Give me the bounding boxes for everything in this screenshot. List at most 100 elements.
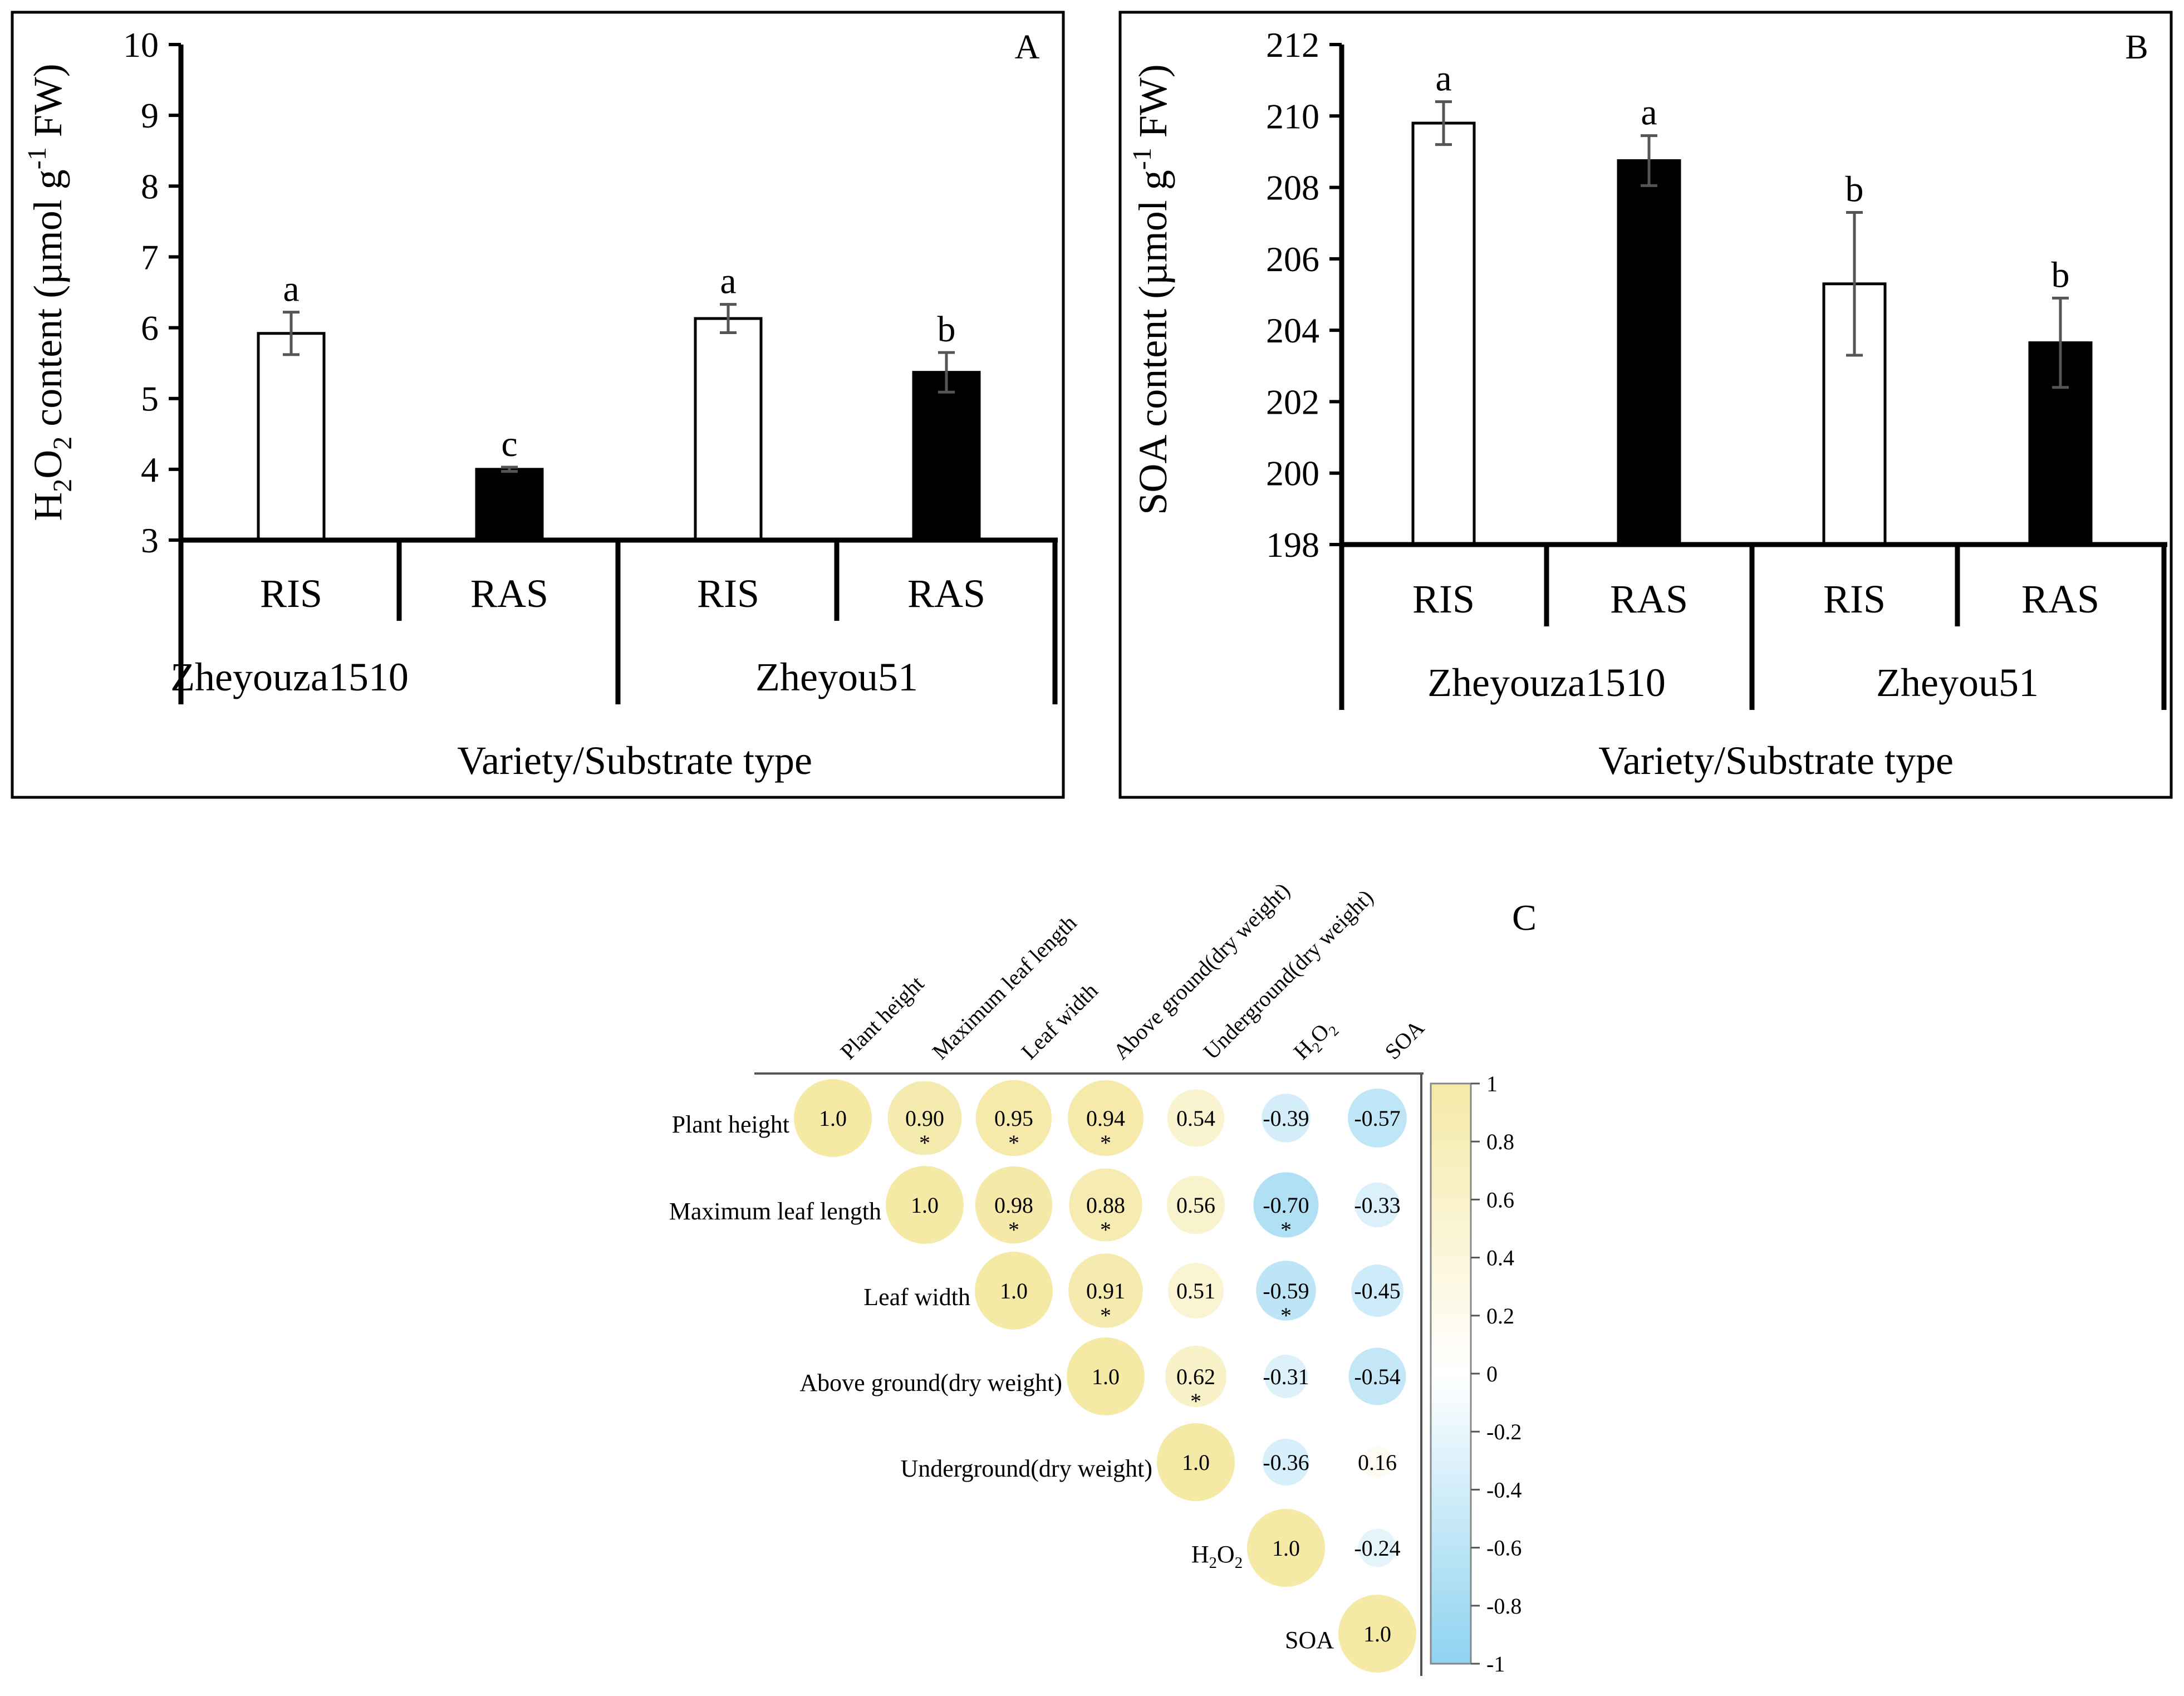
y-tick-label: 4 [141,450,159,489]
panel-b-y-title: SOA content (µmol g-1 FW) [1127,64,1175,514]
y-tick-label: 9 [141,96,159,135]
panel-a-letter: A [1015,28,1040,66]
panel-c-colorbar [1430,1082,1472,1665]
column-label: Above ground(dry weight) [1108,878,1295,1064]
significance-letter: b [1846,169,1864,209]
panel-a-y-ticks: 3 4 5 6 7 8 9 10 [123,25,181,560]
correlation-value: -0.31 [1263,1364,1309,1389]
correlation-circle [887,1081,962,1155]
correlation-circle [1338,1595,1416,1673]
significance-letter: a [1435,58,1451,99]
colorbar-tick-label: -0.4 [1486,1477,1522,1502]
y-tick-label: 10 [123,25,159,65]
correlation-value: -0.57 [1354,1106,1400,1131]
correlation-value: -0.45 [1354,1278,1400,1303]
y-tick-label: 210 [1266,96,1319,136]
bar [912,371,981,542]
correlation-circle [1256,1261,1316,1321]
y-tick-label: 5 [141,379,159,419]
colorbar-tick-label: 0.8 [1486,1129,1514,1154]
bar [475,468,544,542]
panel-a-categories: RIS RAS RIS RAS [260,571,985,616]
y-tick-label: 6 [141,308,159,348]
significance-letter: b [938,309,956,350]
colorbar-tick-label: 0.6 [1486,1187,1514,1212]
correlation-value: 0.98 [994,1193,1033,1218]
correlation-circle [975,1080,1052,1156]
colorbar-tick-label: -0.2 [1486,1419,1522,1444]
correlation-circle [1069,1168,1142,1242]
category-label: RIS [697,571,759,616]
panel-c-cells: 1.0 0.90*0.95*0.94*0.54 -0.39 -0.571.0 0.98*… [794,1079,1416,1673]
y-tick-label: 7 [141,237,159,277]
category-label: RAS [1610,577,1688,621]
panel-b-y-ticks: 198 200 202 204 206 208 210 212 [1266,25,1342,565]
row-label: SOA [1285,1626,1334,1654]
significance-letter: a [283,269,299,310]
colorbar-tick-label: 1 [1486,1071,1498,1096]
correlation-circle [1351,1264,1403,1317]
significance-star: * [1100,1217,1111,1242]
column-label: Leaf width [1017,978,1103,1064]
panel-b-bars: a a b b [1411,58,2093,546]
correlation-value: 0.90 [905,1106,944,1131]
colorbar-tick-label: 0.2 [1486,1303,1514,1329]
correlation-value: 1.0 [1363,1621,1391,1646]
correlation-value: 1.0 [1092,1364,1120,1389]
correlation-value: 1.0 [911,1193,939,1218]
panel-c: C 1.0 0.90*0.95*0.94*0.54 -0.39 -0.571.0 0.9… [669,878,1537,1677]
correlation-value: 1.0 [1182,1450,1210,1475]
panel-c-colorbar-ticks: 1 0.8 0.6 0.4 0.2 0 -0.2 -0.4 -0.6 -0.8 -1 [1471,1071,1522,1677]
correlation-circle [1166,1175,1225,1234]
bar [257,332,326,542]
y-tick-label: 202 [1266,382,1319,421]
panel-b-x-title: Variety/Substrate type [1598,738,1954,783]
panel-c-letter: C [1512,898,1537,938]
correlation-value: 1.0 [1000,1278,1028,1303]
correlation-value: 0.56 [1176,1193,1215,1218]
correlation-value: 0.94 [1086,1106,1125,1131]
bar [1411,121,1476,546]
correlation-circle [975,1252,1053,1330]
colorbar-tick-label: 0 [1486,1361,1498,1386]
panel-a-y-title: H2O2 content (µmol g-1 FW) [22,63,77,521]
row-label: Plant height [672,1111,789,1138]
correlation-circle [1157,1423,1235,1501]
correlation-circle [1067,1337,1145,1415]
colorbar-tick-label: -0.8 [1486,1594,1522,1619]
panel-b-letter: B [2125,28,2148,66]
correlation-value: 1.0 [1272,1536,1300,1561]
correlation-circle [1348,1089,1407,1148]
colorbar-tick-label: -1 [1486,1651,1505,1677]
colorbar-tick-label: 0.4 [1486,1246,1514,1271]
significance-letter: b [2052,254,2070,295]
correlation-value: 0.95 [994,1106,1033,1131]
significance-letter: a [1641,92,1657,133]
category-label: RIS [1823,577,1886,621]
correlation-circle [1348,1347,1406,1405]
category-label: RAS [2021,577,2099,621]
correlation-value: 0.51 [1176,1278,1215,1303]
y-tick-label: 198 [1266,525,1319,565]
correlation-value: 0.91 [1086,1278,1125,1303]
correlation-circle [1068,1253,1143,1328]
panel-a-group-label: Zheyou51 [755,655,918,699]
correlation-circle [1167,1089,1225,1147]
significance-star: * [1100,1303,1111,1328]
category-label: RAS [470,571,548,616]
row-label: H2O2 [1191,1541,1243,1572]
correlation-value: -0.54 [1354,1364,1400,1389]
panel-b-group-label: Zheyou51 [1876,660,2039,705]
panel-a: A 3 4 5 6 7 8 9 10 a c a b RIS RAS RIS RAS Zheyouza15… [11,11,1065,799]
significance-star: * [1280,1303,1292,1328]
correlation-circle [1354,1182,1400,1228]
correlation-value: 1.0 [819,1106,847,1131]
correlation-value: 0.16 [1358,1450,1397,1475]
panel-c-row-labels: Plant height Maximum leaf length Leaf widt… [669,1111,1334,1654]
correlation-value: -0.39 [1263,1106,1309,1131]
significance-star: * [1008,1217,1019,1242]
significance-star: * [919,1130,930,1155]
correlation-value: 0.62 [1176,1364,1215,1389]
correlation-circle [1247,1509,1325,1587]
